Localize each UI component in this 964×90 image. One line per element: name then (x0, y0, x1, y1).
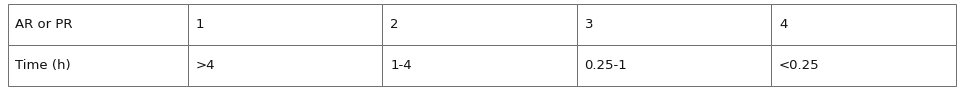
Text: 4: 4 (779, 18, 788, 31)
Text: 2: 2 (390, 18, 398, 31)
Bar (771, 45, 956, 86)
Text: Time (h): Time (h) (15, 59, 71, 72)
Bar (188, 4, 383, 45)
Bar (383, 4, 576, 45)
Text: 1-4: 1-4 (390, 59, 412, 72)
Text: >4: >4 (196, 59, 215, 72)
Text: <0.25: <0.25 (779, 59, 819, 72)
Bar (576, 45, 771, 86)
Bar (383, 45, 576, 86)
Bar (8, 45, 188, 86)
Bar (188, 45, 383, 86)
Text: 3: 3 (584, 18, 593, 31)
Bar (771, 4, 956, 45)
Text: 1: 1 (196, 18, 204, 31)
Bar (576, 4, 771, 45)
Bar (8, 4, 188, 45)
Text: AR or PR: AR or PR (15, 18, 73, 31)
Text: 0.25-1: 0.25-1 (584, 59, 628, 72)
